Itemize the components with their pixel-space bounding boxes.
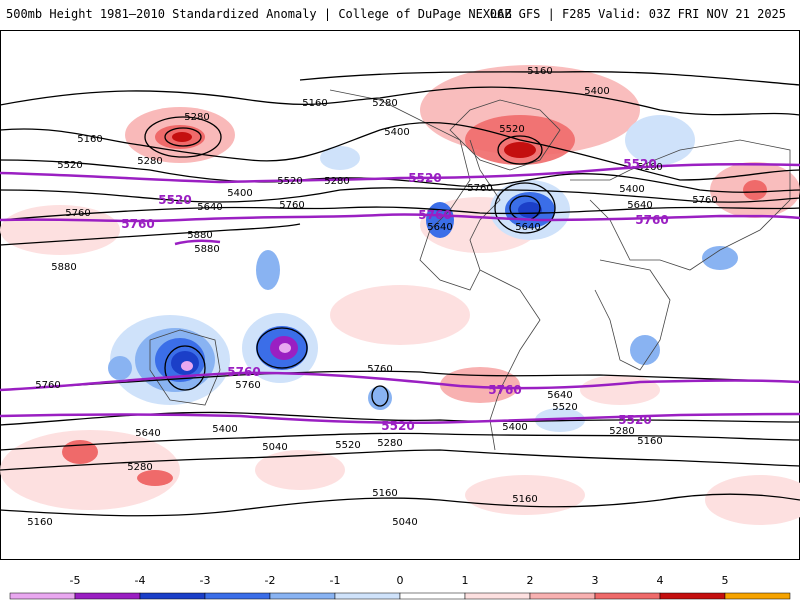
contour-label: 5160 xyxy=(372,488,397,499)
colorbar-swatch xyxy=(9,592,76,600)
contour-label: 5520 xyxy=(552,402,577,413)
contour-label: 5280 xyxy=(609,426,634,437)
map-plot: 5160 5160 5160 5160 5160 5160 5160 5160 … xyxy=(0,30,800,560)
colorbar-swatch xyxy=(464,592,531,600)
colorbar-tick-label: -5 xyxy=(70,574,81,587)
contour-label: 5400 xyxy=(584,86,609,97)
contour-label: 5760 xyxy=(467,183,492,194)
colorbar-swatch xyxy=(594,592,661,600)
purple-5880-north xyxy=(174,239,221,246)
colorbar-tick-label: 3 xyxy=(592,574,599,587)
contour-label: 5160 xyxy=(512,494,537,505)
colorbar-swatch xyxy=(334,592,401,600)
contour-label: 5160 xyxy=(302,98,327,109)
contour-label: 5520 xyxy=(335,440,360,451)
highlight-label: 5760 xyxy=(227,365,260,379)
contour-label: 5280 xyxy=(324,176,349,187)
purple-5520-north xyxy=(0,162,800,184)
height-contours xyxy=(0,71,800,517)
colorbar-swatch xyxy=(74,592,141,600)
contour-label: 5640 xyxy=(427,222,452,233)
colorbar-swatch xyxy=(204,592,271,600)
contour-label: 5280 xyxy=(377,438,402,449)
contour-label: 5760 xyxy=(367,364,392,375)
colorbar-swatch xyxy=(659,592,726,600)
colorbar-swatch xyxy=(269,592,336,600)
contour-label: 5760 xyxy=(65,208,90,219)
contour-label: 5520 xyxy=(57,160,82,171)
highlight-label: 5520 xyxy=(158,193,191,207)
highlight-contours xyxy=(0,162,800,424)
contour-label: 5160 xyxy=(527,66,552,77)
highlight-label: 5520 xyxy=(623,157,656,171)
contour-label: 5280 xyxy=(372,98,397,109)
contour-label: 5640 xyxy=(627,200,652,211)
contour-label: 5880 xyxy=(51,262,76,273)
model-run-info: 06Z GFS | F285 Valid: 03Z FRI NOV 21 202… xyxy=(489,7,786,21)
colorbar-swatches xyxy=(9,592,791,600)
contour-label: 5280 xyxy=(137,156,162,167)
colorbar-swatch xyxy=(529,592,596,600)
colorbar-tick-label: 1 xyxy=(462,574,469,587)
contour-label: 5760 xyxy=(279,200,304,211)
contour-label: 5160 xyxy=(637,162,662,173)
colorbar-ticks: -5 -4 -3 -2 -1 0 1 2 3 4 5 xyxy=(70,574,729,587)
map-title: 500mb Height 1981–2010 Standardized Anom… xyxy=(6,7,512,21)
highlight-label: 5520 xyxy=(408,171,441,185)
contour-label: 5400 xyxy=(502,422,527,433)
colorbar: -5 -4 -3 -2 -1 0 1 2 3 4 5 xyxy=(9,574,791,600)
colorbar-tick-label: 4 xyxy=(657,574,664,587)
contour-label: 5280 xyxy=(127,462,152,473)
highlight-label: 5760 xyxy=(418,208,451,222)
contour-label: 5640 xyxy=(197,202,222,213)
colorbar-tick-label: 5 xyxy=(722,574,729,587)
colorbar-tick-label: -1 xyxy=(330,574,341,587)
colorbar-swatch xyxy=(724,592,791,600)
colorbar-swatch xyxy=(399,592,466,600)
purple-5520-south xyxy=(0,412,800,424)
contour-label: 5520 xyxy=(499,124,524,135)
highlight-label: 5760 xyxy=(488,383,521,397)
highlight-label: 5760 xyxy=(635,213,668,227)
colorbar-tick-label: -4 xyxy=(135,574,146,587)
contour-label: 5400 xyxy=(227,188,252,199)
contour-label: 5520 xyxy=(277,176,302,187)
contour-label: 5640 xyxy=(547,390,572,401)
contour-label: 5760 xyxy=(235,380,260,391)
contour-label: 5640 xyxy=(515,222,540,233)
colorbar-tick-label: 0 xyxy=(397,574,404,587)
contour-label: 5400 xyxy=(212,424,237,435)
contour-label: 5880 xyxy=(194,244,219,255)
colorbar-tick-label: 2 xyxy=(527,574,534,587)
contour-label: 5760 xyxy=(35,380,60,391)
contour-label: 5160 xyxy=(27,517,52,528)
purple-5760-south xyxy=(0,371,800,392)
contour-label: 5280 xyxy=(184,112,209,123)
contour-label: 5760 xyxy=(692,195,717,206)
map-header: 500mb Height 1981–2010 Standardized Anom… xyxy=(0,0,800,30)
colorbar-tick-label: -3 xyxy=(200,574,211,587)
highlight-label: 5520 xyxy=(381,419,414,433)
contour-label: 5400 xyxy=(619,184,644,195)
contour-label: 5160 xyxy=(637,436,662,447)
contour-label: 5640 xyxy=(135,428,160,439)
highlight-label: 5520 xyxy=(618,413,651,427)
contour-label: 5400 xyxy=(384,127,409,138)
contour-label: 5160 xyxy=(77,134,102,145)
highlight-label: 5760 xyxy=(121,217,154,231)
anomaly-shading xyxy=(0,65,800,525)
contour-label: 5880 xyxy=(187,230,212,241)
contour-label: 5040 xyxy=(392,517,417,528)
contour-label: 5040 xyxy=(262,442,287,453)
colorbar-tick-label: -2 xyxy=(265,574,276,587)
purple-5760-north xyxy=(0,213,800,223)
colorbar-swatch xyxy=(139,592,206,600)
